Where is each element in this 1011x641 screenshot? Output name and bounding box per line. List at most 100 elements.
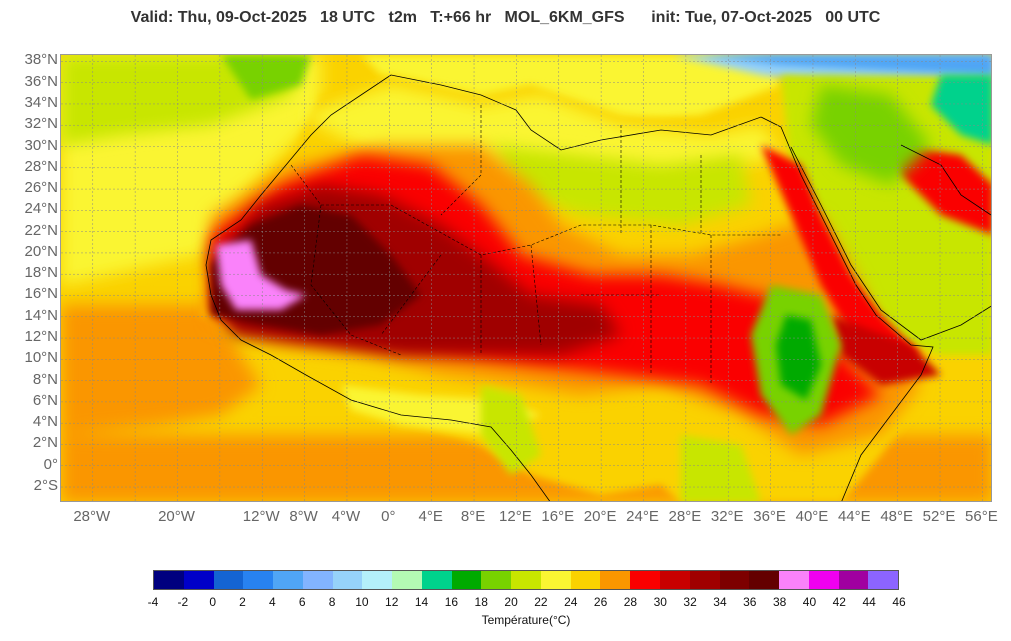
longitude-label: 20°W [158, 508, 195, 525]
latitude-label: 28°N [24, 157, 58, 175]
gulf-coast [900, 144, 991, 216]
colorbar-tick-label: 12 [385, 595, 399, 609]
colorbar-cell [660, 571, 690, 589]
colorbar-cell [749, 571, 780, 589]
colorbar-cell [630, 571, 661, 589]
colorbar-tick-label: 26 [593, 595, 608, 609]
colorbar-cell [302, 571, 333, 589]
colorbar-cell [332, 571, 363, 589]
colorbar-cell [600, 571, 631, 589]
yemen-horn-hot [831, 315, 941, 385]
ethiopia-core [776, 315, 821, 400]
latitude-label: 32°N [24, 115, 58, 133]
colorbar-tick-label: -2 [177, 595, 189, 609]
colorbar-cell [451, 571, 482, 589]
colorbar-cell [808, 571, 839, 589]
colorbar-cell [838, 571, 869, 589]
colorbar-tick-label: 8 [328, 595, 336, 609]
colorbar-cell [481, 571, 512, 589]
latitude-label: 34°N [24, 93, 58, 111]
colorbar-tick-label: 10 [355, 595, 369, 609]
colorbar-tick-label: 22 [534, 595, 548, 609]
graticule [61, 55, 991, 501]
colorbar-tick-label: 42 [832, 595, 846, 609]
longitude-label: 48°E [880, 508, 914, 525]
colorbar-cell [421, 571, 452, 589]
latitude-label: 2°S [33, 477, 58, 495]
longitude-label: 36°E [753, 508, 786, 525]
colorbar-cell [689, 571, 720, 589]
colorbar-cell [540, 571, 571, 589]
levant-green [811, 85, 931, 185]
latitude-label: 4°N [32, 413, 58, 431]
colorbar-tick-label: 24 [564, 595, 578, 609]
latitude-label: 10°N [24, 349, 58, 367]
east-africa-green [681, 435, 761, 501]
latitude-label: 12°N [24, 328, 58, 346]
latitude-label: 38°N [24, 51, 58, 69]
latitude-label: 36°N [24, 72, 58, 90]
colorbar-cell [779, 571, 809, 589]
colorbar-tick-label: 44 [862, 595, 876, 609]
colorbar-cell [213, 571, 244, 589]
latitude-label: 0° [43, 455, 58, 473]
longitude-label: 40°E [795, 508, 829, 525]
longitude-label: 20°E [583, 508, 617, 525]
longitude-label: 44°E [837, 508, 871, 525]
longitude-label: 4°E [418, 508, 443, 525]
colorbar-cell [570, 571, 601, 589]
mali-hot-38 [216, 240, 306, 310]
africa-coastline [205, 74, 551, 501]
temperature-map[interactable] [60, 54, 992, 502]
atlantic-deep-green [221, 55, 311, 100]
north-africa-coastline [390, 74, 782, 151]
colorbar-cell [362, 571, 393, 589]
latitude-label: 6°N [32, 391, 58, 409]
latitude-label: 8°N [32, 370, 58, 388]
longitude-label: 28°W [73, 508, 111, 525]
colorbar-tick-label: 4 [269, 595, 276, 609]
longitude-label: 16°E [541, 508, 575, 525]
colorbar-cell [243, 571, 274, 589]
colorbar-tick-label: -4 [147, 595, 159, 609]
cameroon-green [481, 385, 541, 475]
map-title: Valid: Thu, 09-Oct-2025 18 UTC t2m T:+66… [130, 9, 881, 26]
country-borders [290, 105, 781, 385]
colorbar-tick-label: 28 [623, 595, 638, 609]
longitude-label: 8°W [289, 508, 318, 525]
longitude-label: 12°W [242, 508, 280, 525]
colorbar-cell [154, 571, 184, 589]
longitude-label: 8°E [460, 508, 486, 525]
colorbar-tick-label: 16 [444, 595, 459, 609]
colorbar-tick-label: 38 [772, 595, 787, 609]
latitude-label: 30°N [24, 136, 58, 154]
colorbar-tick-label: 14 [414, 595, 429, 609]
temperature-colorbar [153, 570, 899, 590]
colorbar-cell [719, 571, 750, 589]
mediterranean [361, 55, 781, 125]
colorbar-cell [392, 571, 422, 589]
longitude-label: 28°E [668, 508, 702, 525]
colorbar-cell [868, 571, 899, 589]
colorbar-tick-label: 2 [239, 595, 246, 609]
colorbar-label: Température(°C) [481, 613, 571, 627]
latitude-label: 22°N [24, 221, 58, 239]
longitude-label: 52°E [922, 508, 956, 525]
longitude-label: 32°E [710, 508, 744, 525]
red-sea-coast [780, 126, 934, 501]
colorbar-cell [183, 571, 214, 589]
gulf-hot [891, 145, 991, 235]
colorbar-tick-label: 36 [743, 595, 757, 609]
colorbar-tick-label: 34 [713, 595, 727, 609]
colorbar-tick-label: 32 [683, 595, 697, 609]
latitude-label: 20°N [24, 242, 58, 260]
longitude-label: 24°E [626, 508, 659, 525]
latitude-label: 18°N [24, 264, 58, 282]
latitude-label: 16°N [24, 285, 58, 303]
arabia-coast [790, 146, 991, 341]
iran-highlands [931, 75, 991, 145]
colorbar-tick-label: 0 [209, 595, 217, 609]
colorbar-tick-label: 18 [474, 595, 488, 609]
latitude-label: 24°N [24, 200, 58, 218]
longitude-label: 0° [381, 508, 396, 525]
